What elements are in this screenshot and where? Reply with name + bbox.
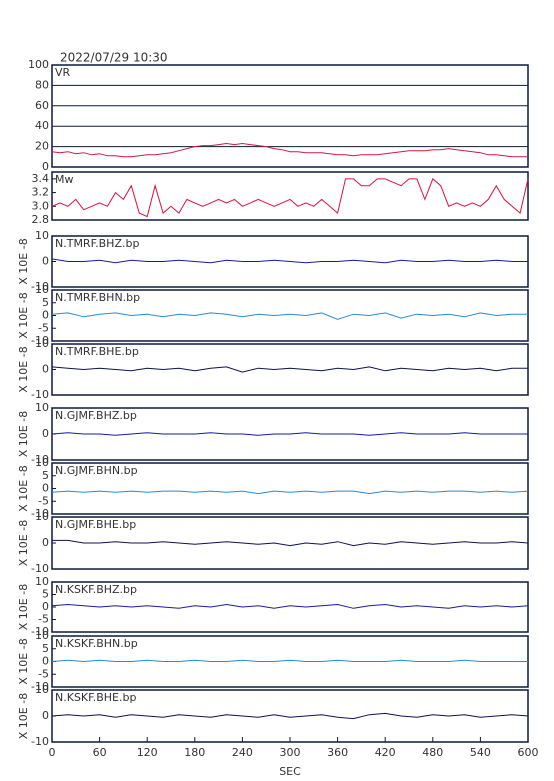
y-tick-label: -10 bbox=[31, 625, 49, 638]
y-axis-label: X 10E -8 bbox=[17, 238, 30, 284]
y-tick-label: 0 bbox=[42, 160, 49, 173]
y-tick-label: 0 bbox=[42, 482, 49, 495]
series-line bbox=[51, 603, 529, 609]
y-tick-label: 10 bbox=[35, 629, 49, 642]
series-line bbox=[51, 659, 528, 663]
y-tick-label: 0 bbox=[42, 655, 49, 668]
legend-label: N.GJMF.BHE.bp bbox=[55, 518, 136, 531]
y-axis-label: X 10E -8 bbox=[17, 584, 30, 630]
y-tick-label: -10 bbox=[31, 735, 49, 748]
legend-label: N.GJMF.BHZ.bp bbox=[55, 409, 137, 422]
y-axis-label: X 10E -8 bbox=[17, 520, 30, 566]
legend-label: Mw bbox=[55, 173, 74, 186]
y-tick-label: 0 bbox=[42, 363, 49, 376]
legend-label: N.KSKF.BHZ.bp bbox=[55, 583, 137, 596]
y-tick-label: 5 bbox=[42, 469, 49, 482]
y-tick-label: 2.8 bbox=[32, 213, 50, 226]
y-tick-label: 5 bbox=[42, 642, 49, 655]
legend-label: N.TMRF.BHE.bp bbox=[55, 345, 139, 358]
legend-label: VR bbox=[55, 66, 71, 79]
series-line bbox=[51, 490, 529, 495]
y-tick-label: 10 bbox=[35, 283, 49, 296]
x-tick-label: 120 bbox=[137, 746, 158, 759]
y-tick-label: -10 bbox=[31, 334, 49, 347]
x-tick-label: 300 bbox=[280, 746, 301, 759]
y-tick-label: 3.2 bbox=[32, 186, 50, 199]
y-tick-label: 3.4 bbox=[32, 172, 50, 185]
x-tick-label: 240 bbox=[232, 746, 253, 759]
y-tick-label: 0 bbox=[42, 309, 49, 322]
legend-label: N.KSKF.BHN.bp bbox=[55, 637, 138, 650]
x-tick-label: 60 bbox=[93, 746, 107, 759]
chart-title: 2022/07/29 10:30 bbox=[60, 51, 168, 65]
x-tick-label: 0 bbox=[49, 746, 56, 759]
y-tick-label: 20 bbox=[35, 140, 49, 153]
series-line bbox=[51, 178, 529, 218]
y-tick-label: 10 bbox=[35, 401, 49, 414]
series-line bbox=[51, 142, 528, 158]
legend-label: N.KSKF.BHE.bp bbox=[55, 691, 136, 704]
y-tick-label: -10 bbox=[31, 507, 49, 520]
x-tick-label: 540 bbox=[470, 746, 491, 759]
y-tick-label: 0 bbox=[42, 600, 49, 613]
x-tick-label: 180 bbox=[184, 746, 205, 759]
y-tick-label: 80 bbox=[35, 78, 49, 91]
x-axis-label: SEC bbox=[279, 765, 301, 778]
series-line bbox=[51, 258, 528, 264]
series-line bbox=[51, 366, 528, 373]
y-tick-label: 40 bbox=[35, 119, 49, 132]
x-tick-label: 360 bbox=[327, 746, 348, 759]
y-tick-label: 60 bbox=[35, 99, 49, 112]
y-tick-label: -5 bbox=[38, 613, 49, 626]
y-axis-label: X 10E -8 bbox=[17, 638, 30, 684]
y-tick-label: 3.0 bbox=[32, 199, 50, 212]
legend-label: N.TMRF.BHZ.bp bbox=[55, 237, 139, 250]
y-tick-label: -10 bbox=[31, 280, 49, 293]
y-axis-label: X 10E -8 bbox=[17, 693, 30, 739]
y-tick-label: 10 bbox=[35, 456, 49, 469]
y-tick-label: -10 bbox=[31, 388, 49, 401]
y-tick-label: 0 bbox=[42, 709, 49, 722]
y-tick-label: 10 bbox=[35, 683, 49, 696]
x-tick-label: 420 bbox=[375, 746, 396, 759]
y-tick-label: -5 bbox=[38, 494, 49, 507]
y-axis-label: X 10E -8 bbox=[17, 411, 30, 457]
y-tick-label: 10 bbox=[35, 337, 49, 350]
y-tick-label: -5 bbox=[38, 667, 49, 680]
series-line bbox=[51, 312, 528, 320]
y-tick-label: 10 bbox=[35, 510, 49, 523]
panel-frame bbox=[51, 171, 529, 221]
legend-label: N.TMRF.BHN.bp bbox=[55, 291, 140, 304]
series-line bbox=[52, 539, 529, 547]
y-axis-label: X 10E -8 bbox=[17, 346, 30, 392]
y-tick-label: -5 bbox=[38, 321, 49, 334]
y-tick-label: 5 bbox=[42, 296, 49, 309]
y-tick-label: 10 bbox=[35, 229, 49, 242]
y-tick-label: 0 bbox=[42, 255, 49, 268]
y-tick-label: 10 bbox=[35, 575, 49, 588]
legend-label: N.GJMF.BHN.bp bbox=[55, 464, 138, 477]
y-tick-label: -10 bbox=[31, 680, 49, 693]
y-tick-label: -10 bbox=[31, 453, 49, 466]
series-line bbox=[51, 432, 528, 436]
x-tick-label: 600 bbox=[518, 746, 539, 759]
y-tick-label: 100 bbox=[28, 58, 49, 71]
y-axis-label: X 10E -8 bbox=[17, 465, 30, 511]
y-tick-label: -10 bbox=[31, 562, 49, 575]
x-tick-label: 480 bbox=[422, 746, 443, 759]
y-tick-label: 5 bbox=[42, 588, 49, 601]
y-tick-label: 0 bbox=[42, 427, 49, 440]
y-tick-label: 0 bbox=[42, 536, 49, 549]
series-line bbox=[51, 712, 529, 720]
y-axis-label: X 10E -8 bbox=[17, 292, 30, 338]
